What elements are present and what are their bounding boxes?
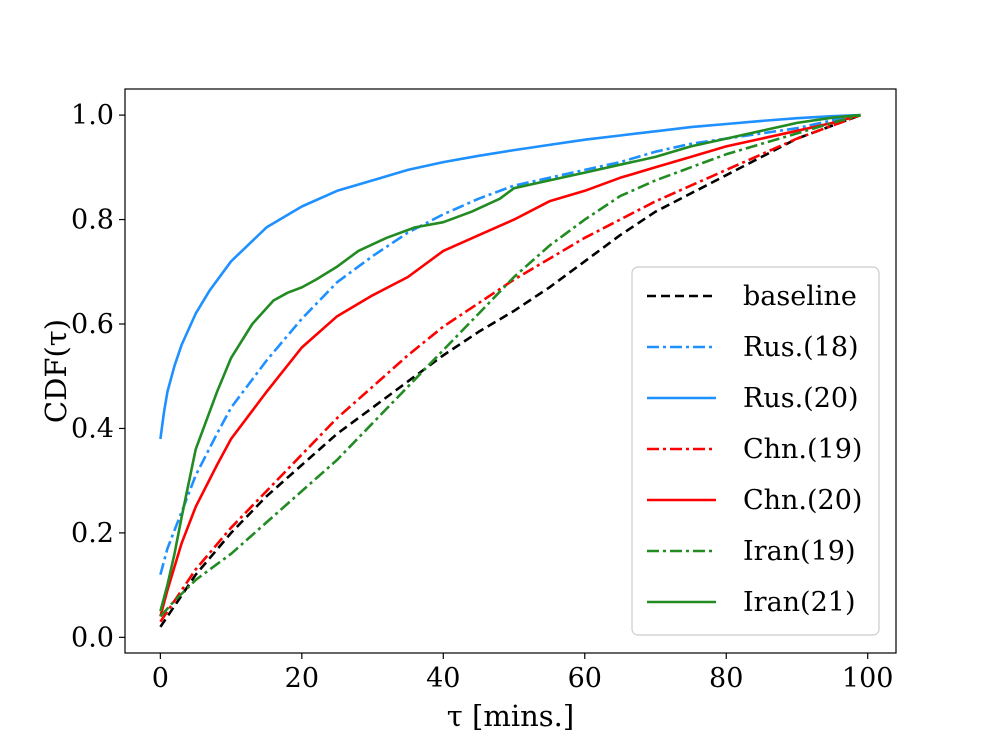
- series-line-3: [159, 113, 862, 623]
- x-tick-label: 60: [568, 663, 602, 694]
- y-tick-label: 0.0: [71, 622, 114, 653]
- y-tick-label: 0.2: [71, 518, 114, 549]
- series-line-0: [159, 113, 862, 628]
- series-line-2: [159, 113, 861, 440]
- x-tick-label: 20: [285, 663, 319, 694]
- x-tick-label: 0: [152, 663, 169, 694]
- legend-label-5: Iran(19): [743, 536, 855, 567]
- series-line-6: [159, 113, 861, 612]
- legend-label-3: Chn.(19): [743, 434, 862, 465]
- legend-box: [631, 266, 880, 636]
- y-axis-label: CDF(τ): [39, 319, 73, 423]
- series-line-4: [159, 113, 861, 617]
- plot-frame: [124, 88, 897, 654]
- legend-label-6: Iran(21): [743, 587, 855, 618]
- x-axis-ticks: 0 20 40 60 80 100: [152, 653, 894, 694]
- legend: baseline Rus.(18) Rus.(20) Chn.(19) Chn.(20)…: [631, 266, 880, 636]
- y-tick-label: 1.0: [71, 100, 114, 131]
- x-tick-label: 40: [426, 663, 460, 694]
- series-layer: [159, 113, 862, 628]
- x-axis-label: τ [mins.]: [447, 699, 574, 733]
- legend-label-2: Rus.(20): [743, 383, 859, 414]
- y-tick-label: 0.4: [71, 413, 114, 444]
- series-line-1: [159, 113, 861, 576]
- legend-label-4: Chn.(20): [743, 485, 862, 516]
- legend-label-1: Rus.(18): [743, 332, 859, 363]
- legend-label-0: baseline: [743, 281, 857, 312]
- x-tick-label: 100: [842, 663, 894, 694]
- y-axis-ticks: 0.0 0.2 0.4 0.6 0.8 1.0: [71, 100, 125, 653]
- series-line-5: [159, 113, 861, 618]
- x-tick-label: 80: [709, 663, 743, 694]
- y-tick-label: 0.6: [71, 309, 114, 340]
- y-tick-label: 0.8: [71, 205, 114, 236]
